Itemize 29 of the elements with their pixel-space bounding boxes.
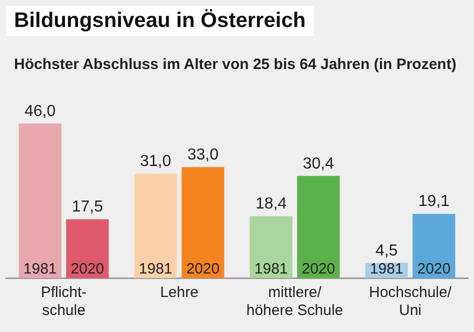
chart-title: Bildungsniveau in Österreich [6, 6, 314, 36]
chart-subtitle: Höchster Abschluss im Alter von 25 bis 64 Jahren (in Prozent) [14, 56, 456, 73]
x-tick-label: Pflicht- schule [40, 284, 87, 320]
bar [182, 167, 224, 278]
text: 1981 [370, 260, 404, 278]
bar [134, 174, 177, 278]
series-label: 2020 [70, 260, 104, 278]
bar [250, 216, 292, 278]
data-label: 18,4 [256, 196, 287, 213]
data-label: 33,0 [187, 146, 219, 164]
data-label: 4,5 [375, 242, 398, 260]
x-tick-label: Hochschule/ Uni [368, 284, 452, 320]
x-tick-label: Lehre [160, 284, 198, 302]
text: 2020 [186, 260, 220, 278]
data-label: 46,0 [24, 102, 56, 120]
data-label: 19,1 [418, 193, 450, 210]
data-label: 30,4 [302, 155, 334, 172]
bar [297, 176, 340, 278]
bar [412, 214, 456, 278]
x-tick-label: mittlere/ höhere Schule [246, 284, 344, 320]
data-label: 31,0 [140, 153, 172, 170]
bar [66, 219, 109, 278]
text: 1981 [254, 260, 288, 278]
series-label: 1981 [23, 260, 57, 278]
data-label: 17,5 [72, 198, 104, 216]
text: 2020 [417, 260, 451, 278]
text: 2020 [302, 260, 336, 278]
bar [18, 123, 62, 278]
text: 1981 [138, 260, 172, 278]
